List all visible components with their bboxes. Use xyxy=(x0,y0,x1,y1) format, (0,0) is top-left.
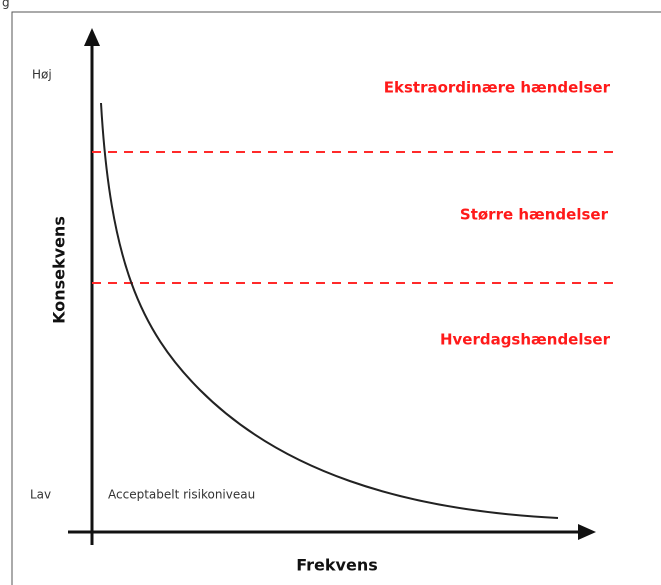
x-axis-arrow xyxy=(578,524,596,540)
y-axis-arrow xyxy=(84,28,100,46)
frame xyxy=(11,11,661,585)
cropped-text: g xyxy=(2,0,10,10)
x-axis-title: Frekvens xyxy=(296,556,377,575)
y-axis-title: Konsekvens xyxy=(50,216,69,324)
zone-label: Ekstraordinære hændelser xyxy=(384,79,611,97)
zone-label: Hverdagshændelser xyxy=(440,331,611,349)
risk-curve xyxy=(100,102,559,519)
acceptable-label: Acceptabelt risikoniveau xyxy=(108,488,255,502)
y-high-label: Høj xyxy=(32,68,52,82)
zone-label: Større hændelser xyxy=(460,206,609,224)
y-low-label: Lav xyxy=(30,488,51,502)
